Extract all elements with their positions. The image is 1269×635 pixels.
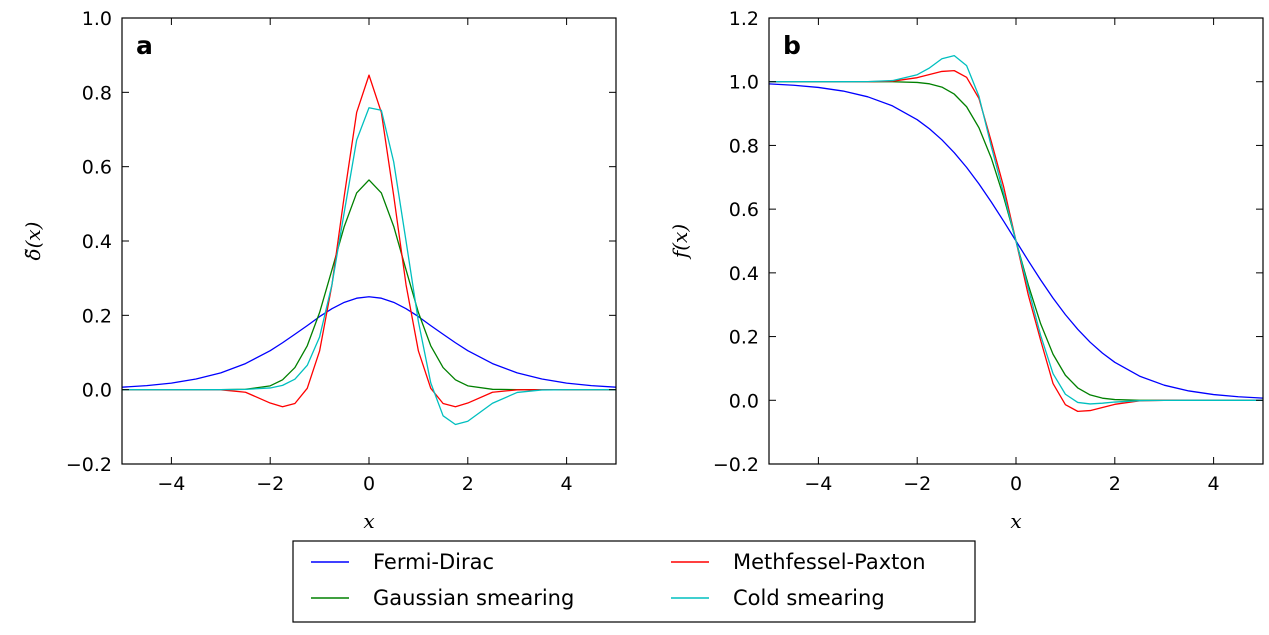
y-tick-label: −0.2 (713, 454, 759, 476)
y-tick-label: 0.2 (82, 305, 112, 327)
x-tick-label: 0 (363, 473, 375, 495)
x-tick-label: −4 (804, 473, 832, 495)
y-tick-label: 0.6 (82, 157, 112, 179)
legend-label-gaussian-smearing: Gaussian smearing (373, 586, 574, 610)
y-tick-label: 0.8 (82, 82, 112, 104)
panel-letter: b (783, 31, 801, 60)
legend-label-cold-smearing: Cold smearing (733, 586, 885, 610)
series-line-cold-smearing (769, 55, 1263, 405)
y-tick-label: 0.0 (82, 380, 112, 402)
axes-frame (121, 17, 617, 465)
y-tick-label: 0.6 (729, 199, 759, 221)
x-tick-label: 4 (1208, 473, 1220, 495)
x-tick-label: −2 (256, 473, 284, 495)
y-tick-label: 0.4 (82, 231, 112, 253)
panel-b: −4 −2 0 2 4 −0.2 0.0 0.2 0.4 0.6 0.8 1.0 1.2 x f(x) b (668, 8, 1264, 533)
panel-letter: a (136, 31, 153, 60)
x-tick-label: −2 (903, 473, 931, 495)
y-axis-label: δ̃(x) (21, 222, 45, 261)
plot-area (769, 55, 1263, 413)
legend-box (292, 540, 976, 623)
x-axis-label: x (1010, 509, 1021, 533)
legend-item-fermi-dirac: Fermi-Dirac (311, 550, 494, 574)
x-tick-label: −4 (157, 473, 185, 495)
y-axis-label: f(x) (668, 224, 692, 260)
y-tick-label: 0.8 (729, 135, 759, 157)
y-tick-label: 0.4 (729, 263, 759, 285)
series-line-fermi-dirac (122, 296, 616, 388)
panel-a: −4 −2 0 2 4 −0.2 0.0 0.2 0.4 0.6 0.8 1.0 x δ̃(x) a (21, 8, 617, 533)
y-tick-label: 1.2 (729, 8, 759, 30)
legend-label-methfessel-paxton: Methfessel-Paxton (733, 550, 926, 574)
x-tick-label: 2 (462, 473, 474, 495)
x-tick-label: 2 (1109, 473, 1121, 495)
series-line-gaussian-smearing (122, 179, 616, 391)
legend-item-methfessel-paxton: Methfessel-Paxton (671, 550, 926, 574)
series-line-cold-smearing (122, 107, 616, 426)
legend-item-gaussian-smearing: Gaussian smearing (311, 586, 574, 610)
legend: Fermi-Dirac Methfessel-Paxton Gaussian sme… (292, 540, 976, 623)
y-tick-label: 1.0 (82, 8, 112, 30)
plot-area (122, 74, 616, 426)
x-tick-label: 4 (561, 473, 573, 495)
y-tick-label: −0.2 (66, 454, 112, 476)
x-axis-label: x (363, 509, 374, 533)
y-tick-label: 0.2 (729, 327, 759, 349)
y-tick-label: 0.0 (729, 390, 759, 412)
series-line-methfessel-paxton (122, 74, 616, 408)
x-tick-label: 0 (1010, 473, 1022, 495)
legend-item-cold-smearing: Cold smearing (671, 586, 885, 610)
y-tick-label: 1.0 (729, 72, 759, 94)
legend-label-fermi-dirac: Fermi-Dirac (373, 550, 494, 574)
